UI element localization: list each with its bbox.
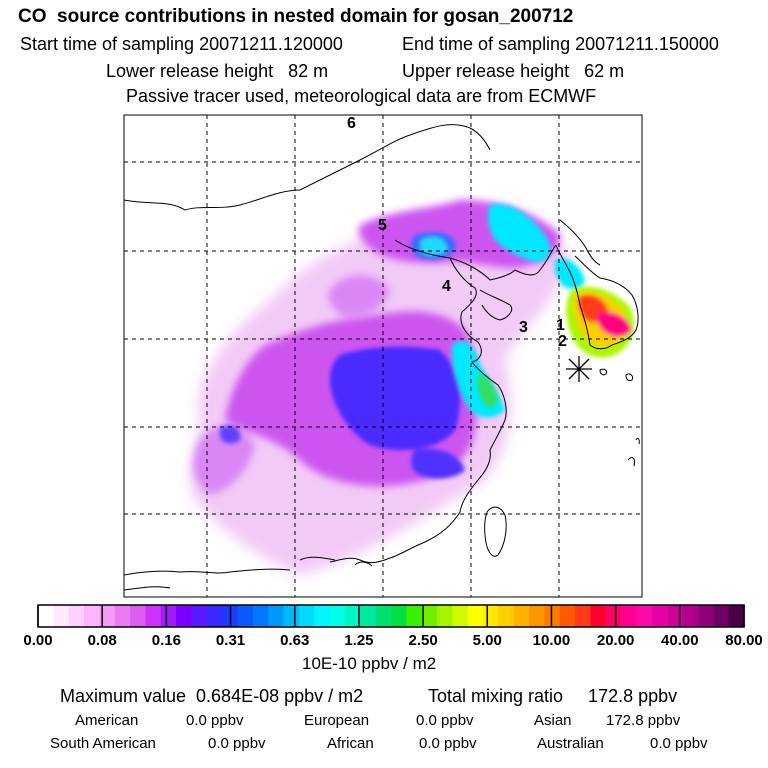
korea-hotspot — [566, 286, 635, 358]
colorbar-cell — [375, 605, 392, 627]
colorbar-tick-label: 0.08 — [87, 632, 117, 649]
colorbar-cell — [130, 605, 147, 627]
colorbar-cell — [697, 605, 714, 627]
colorbar-cell — [391, 605, 407, 627]
sampling-start: Start time of sampling 20071211.120000 — [20, 34, 343, 54]
colorbar-cell — [513, 605, 530, 627]
lower-release-height: Lower release height 82 m — [106, 61, 329, 81]
colorbar-cell — [467, 605, 484, 627]
colorbar-cell — [191, 605, 208, 627]
colorbar-tick-label: 40.00 — [661, 632, 699, 649]
american-value: 0.0 ppbv — [186, 712, 244, 729]
colorbar-cell — [84, 605, 100, 627]
asian-label: Asian — [534, 712, 572, 729]
colorbar-cell — [559, 605, 576, 627]
plot-title: CO source contributions in nested domain… — [18, 6, 574, 27]
colorbar-frame — [37, 604, 745, 628]
colorbar-cell — [99, 605, 116, 627]
source-marker-1: 1 — [556, 317, 565, 334]
colorbar-tick-label: 0.16 — [151, 632, 181, 649]
graticule — [124, 115, 642, 597]
colorbar-cell — [651, 605, 668, 627]
colorbar-tick-label: 0.31 — [215, 632, 246, 649]
african-label: African — [327, 735, 374, 752]
colorbar-cell — [38, 605, 54, 627]
colorbar-cell — [452, 605, 469, 627]
colorbar-cell — [682, 605, 699, 627]
colorbar-cell — [329, 605, 346, 627]
source-marker-5: 5 — [378, 217, 387, 234]
colorbar-tick-label: 20.00 — [596, 632, 635, 649]
colorbar-cell — [114, 605, 131, 627]
african-value: 0.0 ppbv — [419, 735, 477, 752]
colorbar-tick-label: 1.25 — [344, 632, 374, 649]
colorbar-cell — [575, 605, 592, 627]
colorbar-units: 10E-10 ppbv / m2 — [302, 654, 437, 673]
colorbar-cell — [145, 605, 162, 627]
colorbar-tick-label: 0.00 — [23, 632, 53, 649]
asian-value: 172.8 ppbv — [606, 712, 681, 729]
colorbar-cell — [605, 605, 622, 627]
colorbar-cell — [268, 605, 285, 627]
colorbar-cell — [283, 605, 300, 627]
european-label: European — [304, 712, 370, 729]
colorbar-cell — [621, 605, 638, 627]
maximum-value: Maximum value 0.684E-08 ppbv / m2 — [60, 686, 364, 706]
green-region — [477, 374, 498, 408]
source-marker-3: 3 — [519, 319, 528, 336]
colorbar-cell — [483, 605, 500, 627]
colorbar-cell — [406, 605, 423, 627]
colorbar-tick-label: 0.63 — [280, 632, 310, 649]
source-marker-4: 4 — [442, 278, 451, 295]
colorbar-tick-label: 80.00 — [725, 632, 763, 649]
colorbar-cell — [590, 605, 607, 627]
colorbar-cell — [298, 605, 315, 627]
colorbar-cell — [713, 605, 730, 627]
colorbar-cell — [498, 605, 515, 627]
colorbar-cell — [360, 605, 377, 627]
south-american-label: South American — [50, 735, 156, 752]
colorbar-cell — [237, 605, 254, 627]
colorbar-cell — [667, 605, 684, 627]
colorbar-cell — [437, 605, 453, 627]
colorbar-tick-label: 5.00 — [472, 632, 502, 649]
australian-value: 0.0 ppbv — [650, 735, 708, 752]
colorbar-cell — [68, 605, 85, 627]
colorbar-cell — [544, 605, 561, 627]
colorbar-cell — [728, 605, 745, 627]
south-american-value: 0.0 ppbv — [208, 735, 266, 752]
total-mixing-ratio: Total mixing ratio 172.8 ppbv — [428, 686, 678, 706]
colorbar-tick-label: 2.50 — [408, 632, 438, 649]
colorbar-cell — [206, 605, 223, 627]
colorbar-cell — [529, 605, 546, 627]
colorbar-cell — [636, 605, 653, 627]
colorbar-cell — [53, 605, 70, 627]
tracer-note: Passive tracer used, meteorological data… — [126, 86, 597, 106]
colorbar-cell — [176, 605, 193, 627]
colorbar-cell — [344, 605, 361, 627]
receptor-marker — [566, 356, 592, 382]
colorbar-cell — [252, 605, 269, 627]
source-marker-2: 2 — [558, 333, 567, 350]
colorbar-cell — [160, 605, 177, 627]
colorbar-tick-label: 10.00 — [532, 632, 571, 649]
sampling-end: End time of sampling 20071211.150000 — [402, 34, 719, 54]
american-label: American — [75, 712, 139, 729]
source-marker-6: 6 — [347, 115, 356, 132]
colorbar-cell — [421, 605, 438, 627]
colorbar-cell — [314, 605, 331, 627]
upper-release-height: Upper release height 62 m — [402, 61, 625, 81]
map-frame — [123, 114, 643, 598]
european-value: 0.0 ppbv — [416, 712, 474, 729]
australian-label: Australian — [537, 735, 604, 752]
